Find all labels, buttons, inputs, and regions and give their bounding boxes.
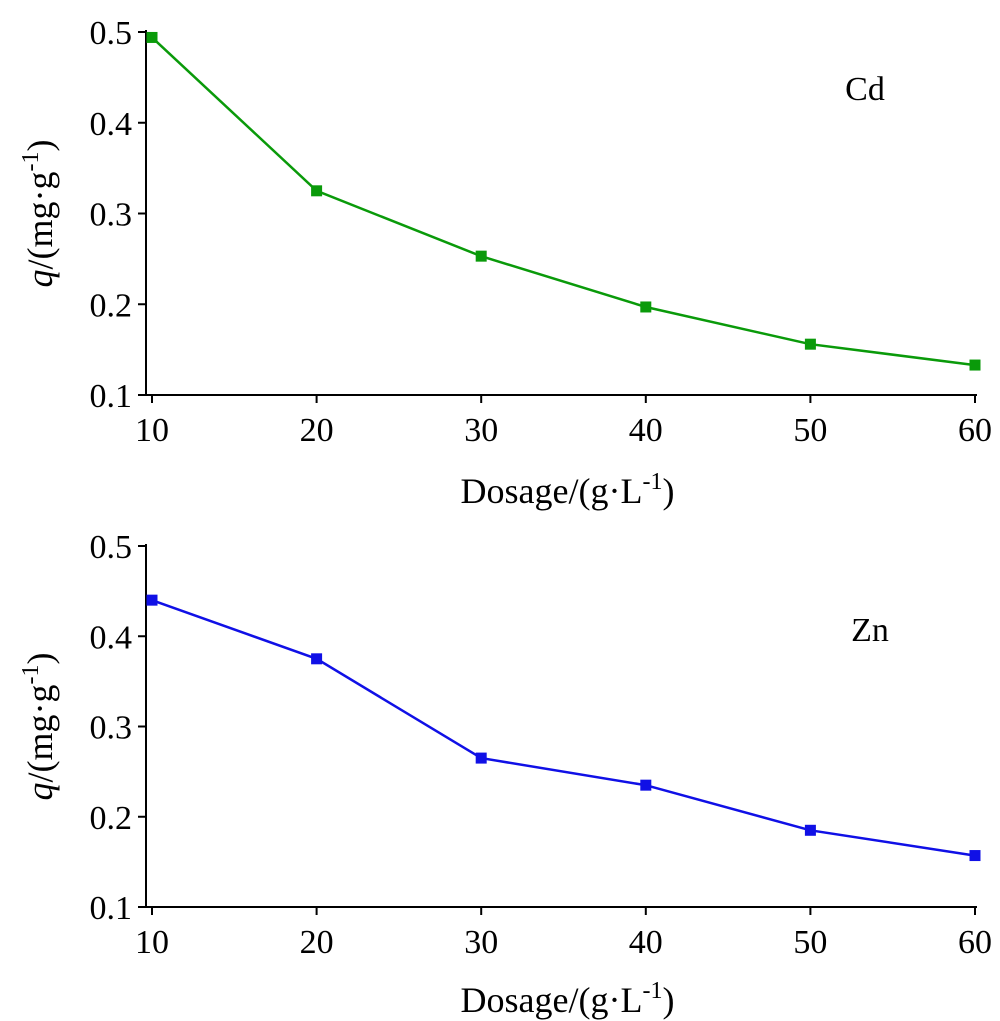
data-point: [311, 653, 323, 665]
x-tick-label: 30: [464, 412, 498, 449]
panel-label: Cd: [845, 71, 885, 108]
data-point: [475, 250, 487, 262]
data-point: [146, 594, 158, 606]
y-tick-label: 0.5: [90, 529, 133, 566]
y-axis-title: q/(mg·g-1): [18, 140, 60, 288]
series-line: [151, 599, 976, 857]
x-tick-label: 10: [135, 924, 169, 961]
data-point: [804, 338, 816, 350]
data-point: [311, 185, 323, 197]
chart-panel-1: 0.1 0.2 0.3 0.4 0.5 10 20 30 40 50 60 Cd Dosage/(g·L…: [18, 15, 992, 511]
y-tick-label: 0.3: [90, 710, 133, 747]
series-line: [151, 36, 976, 367]
chart-panel-2: 0.1 0.2 0.3 0.4 0.5 10 20 30 40 50 60 Zn Dosage/(g·L…: [18, 529, 992, 1020]
data-point: [640, 779, 652, 791]
y-tick-label: 0.3: [90, 197, 133, 234]
x-tick-label: 40: [629, 924, 663, 961]
data-point: [969, 850, 981, 862]
x-tick-label: 60: [958, 412, 992, 449]
data-point: [146, 31, 158, 43]
x-tick-label: 30: [464, 924, 498, 961]
x-tick-label: 50: [793, 412, 827, 449]
y-tick-label: 0.1: [90, 890, 133, 927]
data-point: [969, 359, 981, 371]
x-tick-label: 40: [629, 412, 663, 449]
data-point: [475, 752, 487, 764]
y-tick-label: 0.2: [90, 287, 133, 324]
y-tick-label: 0.4: [90, 106, 133, 143]
y-tick-label: 0.1: [90, 378, 133, 415]
x-tick-label: 20: [300, 924, 334, 961]
x-axis-title: Dosage/(g·L-1): [461, 978, 675, 1020]
x-axis-title: Dosage/(g·L-1): [461, 469, 675, 511]
y-tick-label: 0.2: [90, 800, 133, 837]
data-point: [804, 824, 816, 836]
y-axis-title: q/(mg·g-1): [18, 653, 60, 801]
y-tick-label: 0.5: [90, 15, 133, 52]
data-point: [640, 301, 652, 313]
x-tick-label: 10: [135, 412, 169, 449]
panel-label: Zn: [851, 612, 889, 649]
x-tick-label: 20: [300, 412, 334, 449]
x-tick-label: 50: [793, 924, 827, 961]
x-tick-label: 60: [958, 924, 992, 961]
y-tick-label: 0.4: [90, 619, 133, 656]
